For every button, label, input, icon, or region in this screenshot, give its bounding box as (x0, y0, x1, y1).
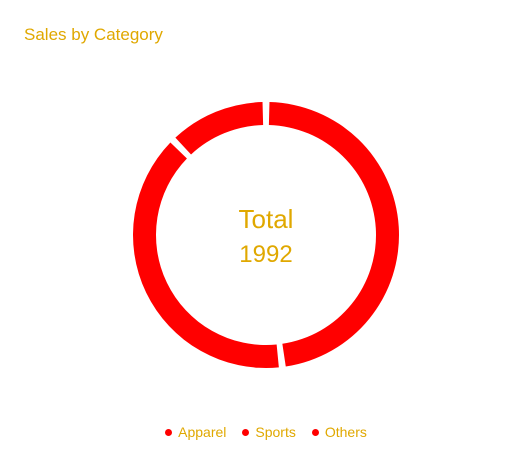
legend-label: Apparel (178, 424, 227, 440)
donut-slice-apparel[interactable] (268, 102, 399, 367)
donut-slice-others[interactable] (175, 102, 264, 155)
legend-label: Sports (255, 424, 296, 440)
legend-marker (165, 428, 173, 436)
donut-slice-sports[interactable] (133, 142, 279, 368)
center-value: 1992 (239, 241, 292, 268)
legend-label: Others (324, 424, 367, 440)
legend-item-others[interactable]: Others (311, 424, 367, 440)
legend-marker (311, 428, 319, 436)
center-label: Total (239, 204, 294, 234)
donut-slices (133, 102, 399, 368)
legend: Apparel Sports Others (0, 424, 532, 440)
legend-item-sports[interactable]: Sports (242, 424, 296, 440)
chart-title: Sales by Category (24, 25, 163, 44)
legend-marker (242, 428, 250, 436)
legend-item-apparel[interactable]: Apparel (165, 424, 226, 440)
